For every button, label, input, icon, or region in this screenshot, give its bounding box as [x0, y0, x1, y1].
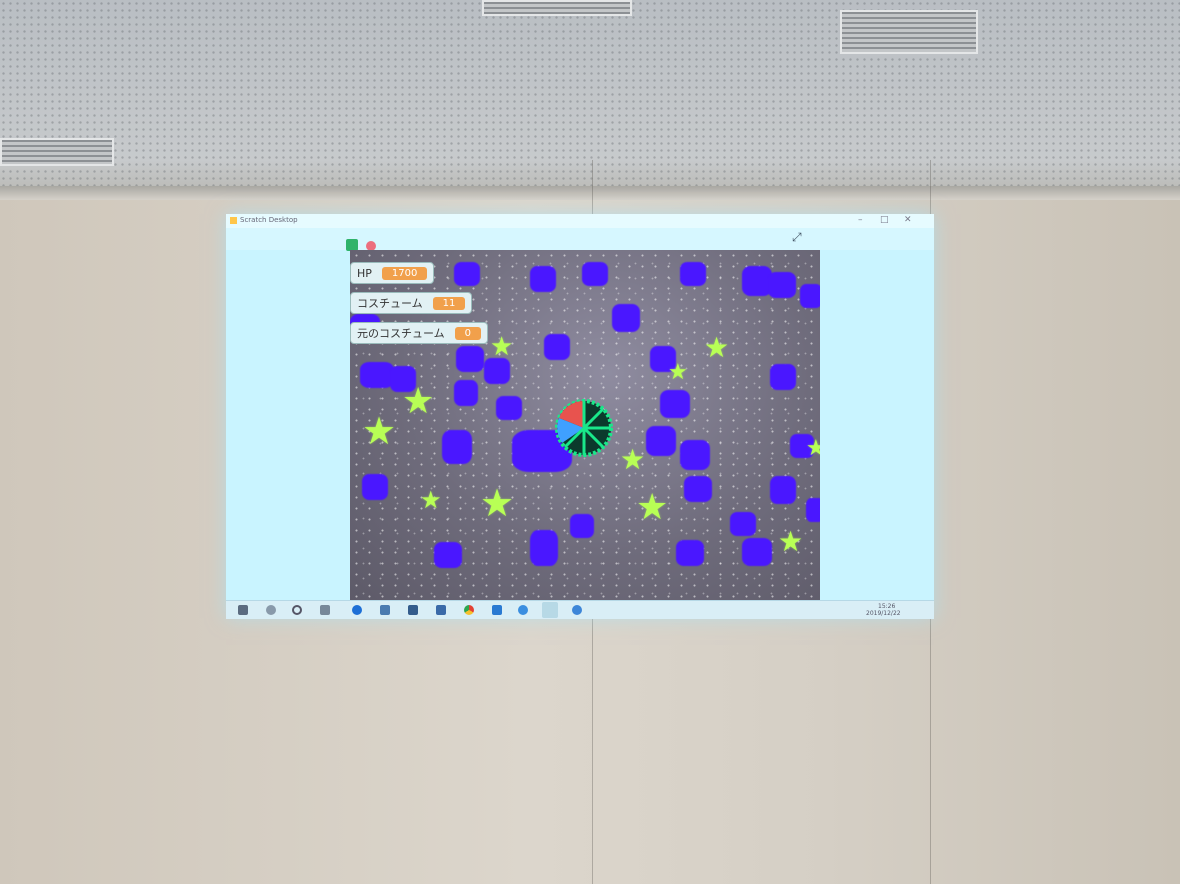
purple-blob: [660, 390, 690, 418]
ceiling-vent: [482, 0, 632, 16]
purple-blob: [442, 430, 472, 464]
star-sprite: ★: [402, 381, 435, 422]
scratch-toolbar: [226, 228, 934, 250]
star-sprite: ★: [704, 331, 730, 364]
window-title: Scratch Desktop: [240, 216, 298, 224]
variable-monitor-costume: コスチューム 11: [350, 292, 473, 314]
monitor-value: 11: [432, 296, 466, 310]
purple-blob: [454, 380, 478, 406]
purple-blob: [770, 476, 796, 504]
cortana-icon[interactable]: [292, 605, 302, 615]
star-sprite: ★: [480, 481, 515, 525]
fullscreen-icon[interactable]: ⤢: [792, 230, 802, 244]
monitor-value: 0: [454, 326, 482, 340]
clock-date: 2019/12/22: [866, 610, 901, 617]
chrome-icon[interactable]: [464, 605, 474, 615]
purple-blob: [530, 530, 558, 566]
star-sprite: ★: [806, 436, 820, 461]
mail-icon[interactable]: [436, 605, 446, 615]
purple-blob: [454, 262, 480, 286]
purple-blob: [646, 426, 676, 456]
close-button[interactable]: ✕: [904, 215, 912, 225]
variable-monitor-hp: HP 1700: [350, 262, 435, 284]
purple-blob: [684, 476, 712, 502]
purple-blob: [390, 366, 416, 392]
purple-blob: [730, 512, 756, 536]
photos-icon[interactable]: [380, 605, 390, 615]
monitor-value: 1700: [381, 266, 428, 280]
purple-blob: [530, 266, 556, 292]
purple-blob: [434, 542, 462, 568]
monitor-label: HP: [357, 266, 372, 280]
purple-blob: [680, 440, 710, 470]
taskbar: 15:26 2019/12/22: [226, 600, 934, 619]
ceiling-edge: [0, 186, 1180, 200]
purple-blob: [612, 304, 640, 332]
edge-icon[interactable]: [352, 605, 362, 615]
purple-blob: [790, 434, 814, 458]
projected-screen: Scratch Desktop – □ ✕ ⤢: [226, 214, 934, 619]
stage[interactable]: ★ ★ ★ ★ ★ ★ ★ ★ ★ ★ ★ HP 1700: [350, 250, 820, 602]
purple-blob: [456, 346, 484, 372]
start-icon[interactable]: [238, 605, 248, 615]
ceiling-vent: [0, 138, 114, 166]
purple-blob: [742, 538, 772, 566]
ceiling-vent: [840, 10, 978, 54]
app-icon[interactable]: [518, 605, 528, 615]
task-view-icon[interactable]: [320, 605, 330, 615]
purple-blob: [496, 396, 522, 420]
purple-blob: [742, 266, 772, 296]
clock-time: 15:26: [878, 603, 896, 610]
purple-blob: [770, 364, 796, 390]
purple-blob: [680, 262, 706, 286]
star-sprite: ★: [778, 525, 804, 558]
ceiling: [0, 0, 1180, 200]
purple-blob: [650, 346, 676, 372]
purple-blob: [806, 498, 820, 522]
monitor-label: 元のコスチューム: [357, 327, 445, 340]
star-sprite: ★: [420, 486, 442, 514]
purple-blob: [582, 262, 608, 286]
purple-blob: [570, 514, 594, 538]
star-sprite: ★: [620, 443, 646, 476]
star-sprite: ★: [636, 487, 669, 528]
browser-icon[interactable]: [572, 605, 582, 615]
purple-blob: [484, 358, 510, 384]
vscode-icon[interactable]: [492, 605, 502, 615]
boss-sprite: [555, 399, 613, 457]
purple-blob: [544, 334, 570, 360]
search-icon[interactable]: [266, 605, 276, 615]
purple-blob: [676, 540, 704, 566]
star-sprite: ★: [490, 332, 514, 362]
scratch-cat-icon: [230, 217, 237, 224]
green-flag-icon[interactable]: [346, 239, 358, 251]
monitor-label: コスチューム: [357, 297, 423, 310]
variable-monitor-original-costume: 元のコスチューム 0: [350, 322, 489, 344]
star-sprite: ★: [362, 409, 397, 453]
window-titlebar: Scratch Desktop – □ ✕: [226, 214, 934, 228]
stop-icon[interactable]: [366, 241, 376, 251]
purple-blob: [362, 474, 388, 500]
scratch-icon[interactable]: [542, 602, 558, 618]
minimize-button[interactable]: –: [858, 215, 863, 225]
maximize-button[interactable]: □: [880, 215, 889, 225]
store-icon[interactable]: [408, 605, 418, 615]
purple-blob: [768, 272, 796, 298]
purple-blob: [800, 284, 820, 308]
star-sprite: ★: [668, 360, 688, 385]
purple-blob: [360, 362, 394, 388]
